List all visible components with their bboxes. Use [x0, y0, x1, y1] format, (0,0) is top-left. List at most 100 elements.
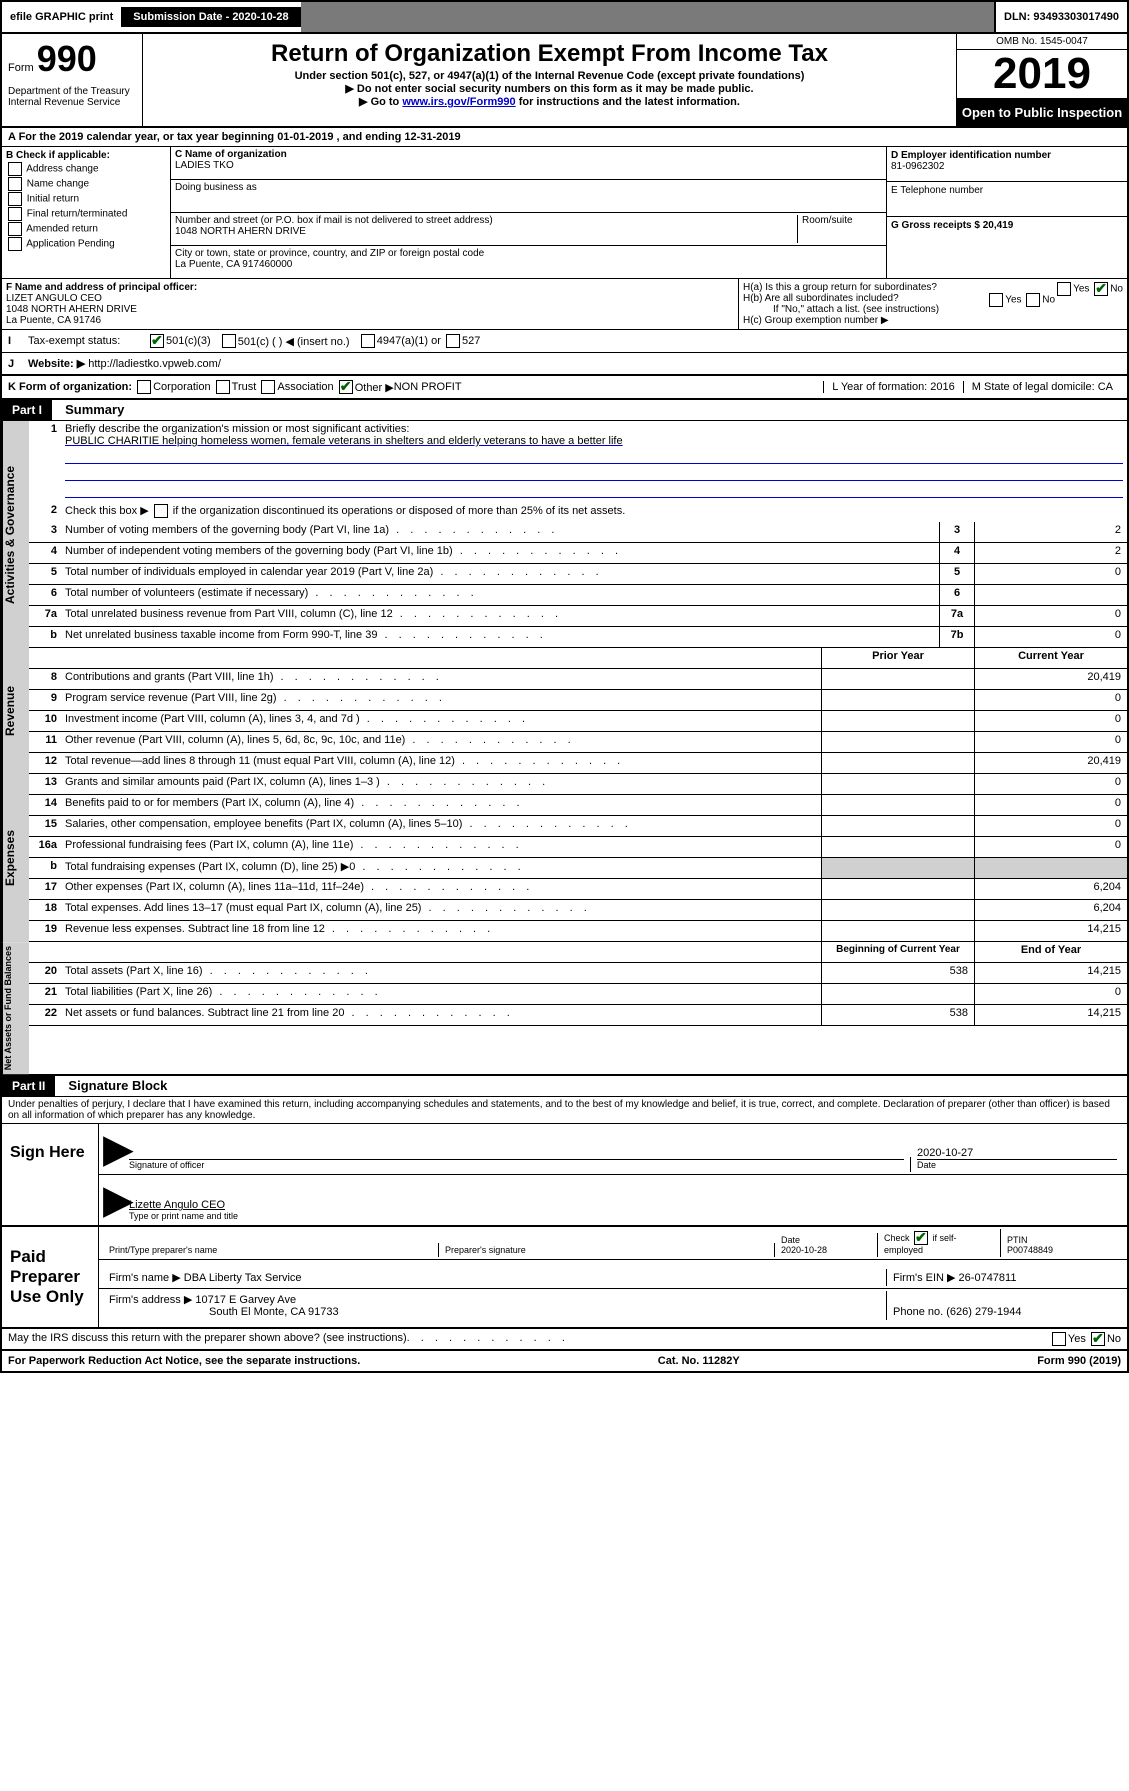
hb-no-checkbox[interactable]: [1026, 293, 1040, 307]
line-text: Other expenses (Part IX, column (A), lin…: [61, 879, 821, 899]
sig-date-value: 2020-10-27: [917, 1147, 1117, 1159]
current-value: 14,215: [974, 921, 1127, 941]
ptin-label: PTIN: [1007, 1235, 1028, 1245]
type-name-label: Type or print name and title: [129, 1211, 1117, 1221]
line-row: 3 Number of voting members of the govern…: [29, 522, 1127, 543]
prior-value: [821, 669, 974, 689]
ha-label: H(a) Is this a group return for subordin…: [743, 282, 937, 293]
phone-label: E Telephone number: [891, 185, 1123, 196]
line-row: 17 Other expenses (Part IX, column (A), …: [29, 879, 1127, 900]
line-text: Net assets or fund balances. Subtract li…: [61, 1005, 821, 1025]
firm-ein: Firm's EIN ▶ 26-0747811: [887, 1269, 1123, 1286]
tax-year: 2019: [957, 50, 1127, 99]
goto-suffix: for instructions and the latest informat…: [519, 96, 740, 108]
firm-addr-label: Firm's address ▶: [109, 1294, 192, 1306]
current-value: 0: [974, 816, 1127, 836]
discuss-label: May the IRS discuss this return with the…: [8, 1332, 407, 1346]
prior-value: [821, 795, 974, 815]
line-num: b: [29, 627, 61, 647]
part2-title: Signature Block: [58, 1078, 167, 1093]
line-row: 15 Salaries, other compensation, employe…: [29, 816, 1127, 837]
initial-return-checkbox[interactable]: [8, 192, 22, 206]
kform-label: K Form of organization:: [8, 381, 132, 393]
other-checkbox[interactable]: [339, 380, 353, 394]
assoc-checkbox[interactable]: [261, 380, 275, 394]
org-name-label: C Name of organization: [175, 149, 882, 160]
footer-right: Form 990 (2019): [1037, 1355, 1121, 1367]
addr-label: Number and street (or P.O. box if mail i…: [175, 215, 797, 226]
ha-no-checkbox[interactable]: [1094, 282, 1108, 296]
501c-checkbox[interactable]: [222, 334, 236, 348]
efile-label[interactable]: efile GRAPHIC print: [2, 7, 123, 27]
officer-addr1: 1048 NORTH AHERN DRIVE: [6, 304, 734, 315]
line-row: 21 Total liabilities (Part X, line 26) 0: [29, 984, 1127, 1005]
prep-date-value: 2020-10-28: [781, 1245, 827, 1255]
name-change-checkbox[interactable]: [8, 177, 22, 191]
prior-value: [821, 984, 974, 1004]
hb-label: H(b) Are all subordinates included?: [743, 293, 899, 304]
instructions-link[interactable]: www.irs.gov/Form990: [402, 96, 515, 108]
line-box: 3: [939, 522, 974, 542]
form-header: Form 990 Department of the Treasury Inte…: [2, 34, 1127, 128]
revenue-section: Revenue Prior Year Current Year 8 Contri…: [2, 648, 1127, 774]
527-checkbox[interactable]: [446, 334, 460, 348]
paid-preparer-label: Paid Preparer Use Only: [2, 1227, 99, 1327]
final-return-checkbox[interactable]: [8, 207, 22, 221]
officer-name: LIZET ANGULO CEO: [6, 293, 734, 304]
app-pending-checkbox[interactable]: [8, 237, 22, 251]
line-box: 7b: [939, 627, 974, 647]
501c3-checkbox[interactable]: [150, 334, 164, 348]
line-num: 18: [29, 900, 61, 920]
line-value: 0: [974, 606, 1127, 626]
info-grid: B Check if applicable: Address change Na…: [2, 147, 1127, 279]
line-num: 6: [29, 585, 61, 605]
prep-name-label: Print/Type preparer's name: [103, 1243, 439, 1257]
box-b-title: B Check if applicable:: [6, 150, 166, 161]
discuss-yes-checkbox[interactable]: [1052, 1332, 1066, 1346]
line-num: 22: [29, 1005, 61, 1025]
line-num: 14: [29, 795, 61, 815]
box-deg: D Employer identification number 81-0962…: [887, 147, 1127, 278]
4947-checkbox[interactable]: [361, 334, 375, 348]
line-row: 7a Total unrelated business revenue from…: [29, 606, 1127, 627]
goto-prefix: ▶ Go to: [359, 96, 402, 108]
line-row: 16a Professional fundraising fees (Part …: [29, 837, 1127, 858]
trust-checkbox[interactable]: [216, 380, 230, 394]
line-row: 11 Other revenue (Part VIII, column (A),…: [29, 732, 1127, 753]
form-title: Return of Organization Exempt From Incom…: [151, 40, 948, 68]
line-num: 8: [29, 669, 61, 689]
city-label: City or town, state or province, country…: [175, 248, 882, 259]
part1-title: Summary: [55, 402, 124, 417]
discuss-no-checkbox[interactable]: [1091, 1332, 1105, 1346]
current-value: 0: [974, 837, 1127, 857]
submission-date-btn[interactable]: Submission Date - 2020-10-28: [123, 7, 300, 27]
corp-checkbox[interactable]: [137, 380, 151, 394]
prior-value: [821, 858, 974, 878]
prior-value: [821, 879, 974, 899]
q2-text: Check this box ▶ if the organization dis…: [65, 505, 625, 517]
line-num: 12: [29, 753, 61, 773]
amended-return-checkbox[interactable]: [8, 222, 22, 236]
current-value: 20,419: [974, 753, 1127, 773]
self-emp-checkbox[interactable]: [914, 1231, 928, 1245]
firm-addr1: 10717 E Garvey Ave: [195, 1294, 296, 1306]
box-b: B Check if applicable: Address change Na…: [2, 147, 171, 278]
current-value: [974, 858, 1127, 878]
box-h: H(a) Is this a group return for subordin…: [739, 279, 1127, 329]
hb-yes-checkbox[interactable]: [989, 293, 1003, 307]
q2-checkbox[interactable]: [154, 504, 168, 518]
line-row: 14 Benefits paid to or for members (Part…: [29, 795, 1127, 816]
ha-yes-checkbox[interactable]: [1057, 282, 1071, 296]
line-row: b Net unrelated business taxable income …: [29, 627, 1127, 648]
line-num: 15: [29, 816, 61, 836]
line-row: 10 Investment income (Part VIII, column …: [29, 711, 1127, 732]
form-label: Form: [8, 62, 34, 74]
omb-label: OMB No. 1545-0047: [957, 34, 1127, 50]
line-num: 4: [29, 543, 61, 563]
address-change-checkbox[interactable]: [8, 162, 22, 176]
website-url[interactable]: http://ladiestko.vpweb.com/: [88, 358, 221, 370]
gross-receipts: G Gross receipts $ 20,419: [891, 220, 1123, 231]
firm-addr2: South El Monte, CA 91733: [109, 1306, 339, 1318]
officer-name-value: Lizette Angulo CEO: [129, 1199, 1117, 1211]
sig-date-label: Date: [917, 1159, 1117, 1170]
